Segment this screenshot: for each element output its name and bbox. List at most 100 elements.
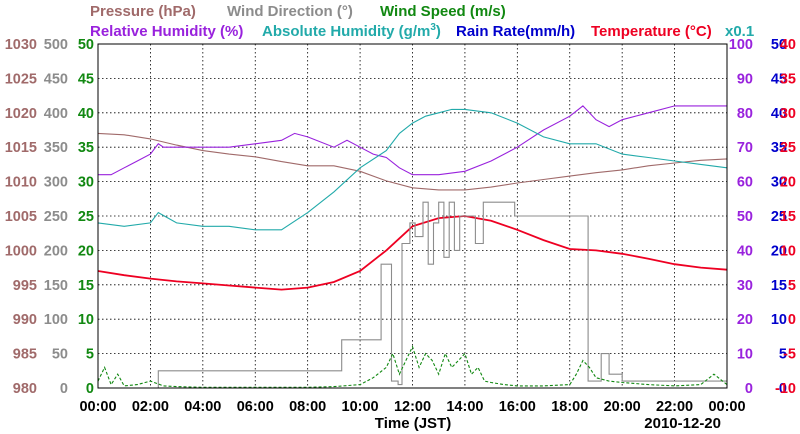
legend-scale-note: x0.1 <box>725 23 754 40</box>
tick-label-humidity: 40 <box>737 243 753 259</box>
tick-label-pressure: 1025 <box>5 71 37 87</box>
tick-label-rain-rate: 40 <box>771 106 787 122</box>
tick-label-rain-rate: 50 <box>771 37 787 53</box>
series-pressure-hpa <box>97 132 728 191</box>
tick-label-humidity: 90 <box>737 71 753 87</box>
tick-label-temperature: 40 <box>780 37 796 53</box>
tick-label-pressure: 990 <box>13 312 37 328</box>
tick-label-wind-speed: 50 <box>78 37 94 53</box>
legend-absolute-humidity-text: Absolute Humidity (g/m <box>262 23 430 40</box>
tick-label-temperature: 35 <box>780 71 796 87</box>
tick-label-rain-rate: 10 <box>771 312 787 328</box>
tick-label-rain-rate: 15 <box>771 278 787 294</box>
series-wind-direction <box>98 201 727 389</box>
axis-ticks: 1030102510201015101010051000995990985980… <box>5 37 796 415</box>
tick-label-wind-speed: 15 <box>78 278 94 294</box>
tick-label-temperature: -10 <box>775 381 796 397</box>
tick-label-rain-rate: 30 <box>771 175 787 191</box>
legend: Pressure (hPa) Wind Direction (°) Wind S… <box>90 3 754 40</box>
x-tick-label: 10:00 <box>342 399 379 415</box>
tick-label-wind-speed: 25 <box>78 209 94 225</box>
tick-label-pressure: 1005 <box>5 209 37 225</box>
x-tick-label: 02:00 <box>132 399 169 415</box>
x-tick-label: 04:00 <box>184 399 221 415</box>
tick-label-humidity: 20 <box>737 312 753 328</box>
series-temperature-c <box>97 215 728 291</box>
tick-label-pressure: 1010 <box>5 175 37 191</box>
x-tick-label: 00:00 <box>79 399 116 415</box>
tick-label-temperature: 5 <box>788 278 796 294</box>
tick-label-wind-direction: 250 <box>44 209 68 225</box>
tick-label-rain-rate: 5 <box>779 347 787 363</box>
tick-label-rain-rate: 20 <box>771 243 787 259</box>
tick-label-wind-direction: 200 <box>44 243 68 259</box>
tick-label-wind-speed: 0 <box>86 381 94 397</box>
tick-label-rain-rate: 0 <box>779 381 787 397</box>
tick-label-temperature: 30 <box>780 106 796 122</box>
tick-label-humidity: 60 <box>737 175 753 191</box>
x-tick-label: 00:00 <box>708 399 745 415</box>
tick-label-temperature: 20 <box>780 175 796 191</box>
legend-relative-humidity: Relative Humidity (%) <box>90 23 243 40</box>
tick-label-wind-direction: 100 <box>44 312 68 328</box>
tick-label-wind-speed: 45 <box>78 71 94 87</box>
tick-label-humidity: 0 <box>745 381 753 397</box>
tick-label-pressure: 985 <box>13 347 37 363</box>
x-tick-label: 14:00 <box>446 399 483 415</box>
legend-temperature: Temperature (°C) <box>591 23 712 40</box>
tick-label-wind-direction: 350 <box>44 140 68 156</box>
tick-label-humidity: 50 <box>737 209 753 225</box>
tick-label-wind-speed: 5 <box>86 347 94 363</box>
tick-label-humidity: 70 <box>737 140 753 156</box>
tick-label-wind-direction: 50 <box>52 347 68 363</box>
tick-label-wind-direction: 450 <box>44 71 68 87</box>
x-tick-label: 20:00 <box>604 399 641 415</box>
tick-label-wind-direction: 400 <box>44 106 68 122</box>
legend-absolute-humidity-sup: 3 <box>430 22 436 33</box>
series-wind-speed-m-s <box>97 345 728 388</box>
x-tick-label: 08:00 <box>289 399 326 415</box>
tick-label-pressure: 1030 <box>5 37 37 53</box>
series-relative-humidity <box>98 105 727 176</box>
date-label: 2010-12-20 <box>644 415 721 432</box>
x-axis-label: Time (JST) <box>375 415 451 432</box>
tick-label-humidity: 10 <box>737 347 753 363</box>
tick-label-rain-rate: 45 <box>771 71 787 87</box>
tick-label-pressure: 995 <box>13 278 37 294</box>
legend-pressure: Pressure (hPa) <box>90 3 196 20</box>
tick-label-temperature: 0 <box>788 312 796 328</box>
tick-label-rain-rate: 25 <box>771 209 787 225</box>
tick-label-wind-direction: 300 <box>44 175 68 191</box>
series-absolute-humidity-g-m3 <box>97 108 728 231</box>
tick-label-wind-speed: 30 <box>78 175 94 191</box>
legend-absolute-humidity: Absolute Humidity (g/m3) <box>262 22 441 40</box>
x-tick-label: 12:00 <box>394 399 431 415</box>
tick-label-temperature: 25 <box>780 140 796 156</box>
x-tick-label: 22:00 <box>656 399 693 415</box>
tick-label-humidity: 80 <box>737 106 753 122</box>
tick-label-temperature: 15 <box>780 209 796 225</box>
tick-label-pressure: 1020 <box>5 106 37 122</box>
tick-label-humidity: 100 <box>729 37 753 53</box>
tick-label-wind-speed: 35 <box>78 140 94 156</box>
x-tick-label: 06:00 <box>237 399 274 415</box>
x-tick-label: 16:00 <box>499 399 536 415</box>
tick-label-wind-speed: 10 <box>78 312 94 328</box>
tick-label-wind-direction: 0 <box>60 381 68 397</box>
legend-wind-speed: Wind Speed (m/s) <box>380 3 506 20</box>
tick-label-humidity: 30 <box>737 278 753 294</box>
tick-label-wind-speed: 40 <box>78 106 94 122</box>
tick-label-pressure: 1000 <box>5 243 37 259</box>
legend-wind-direction: Wind Direction (°) <box>227 3 353 20</box>
tick-label-pressure: 980 <box>13 381 37 397</box>
plot-frame <box>97 43 728 389</box>
x-tick-label: 18:00 <box>551 399 588 415</box>
tick-label-temperature: 10 <box>780 243 796 259</box>
tick-label-pressure: 1015 <box>5 140 37 156</box>
tick-label-wind-direction: 150 <box>44 278 68 294</box>
legend-absolute-humidity-close: ) <box>436 23 441 40</box>
tick-label-temperature: -5 <box>783 347 796 363</box>
tick-label-rain-rate: 35 <box>771 140 787 156</box>
